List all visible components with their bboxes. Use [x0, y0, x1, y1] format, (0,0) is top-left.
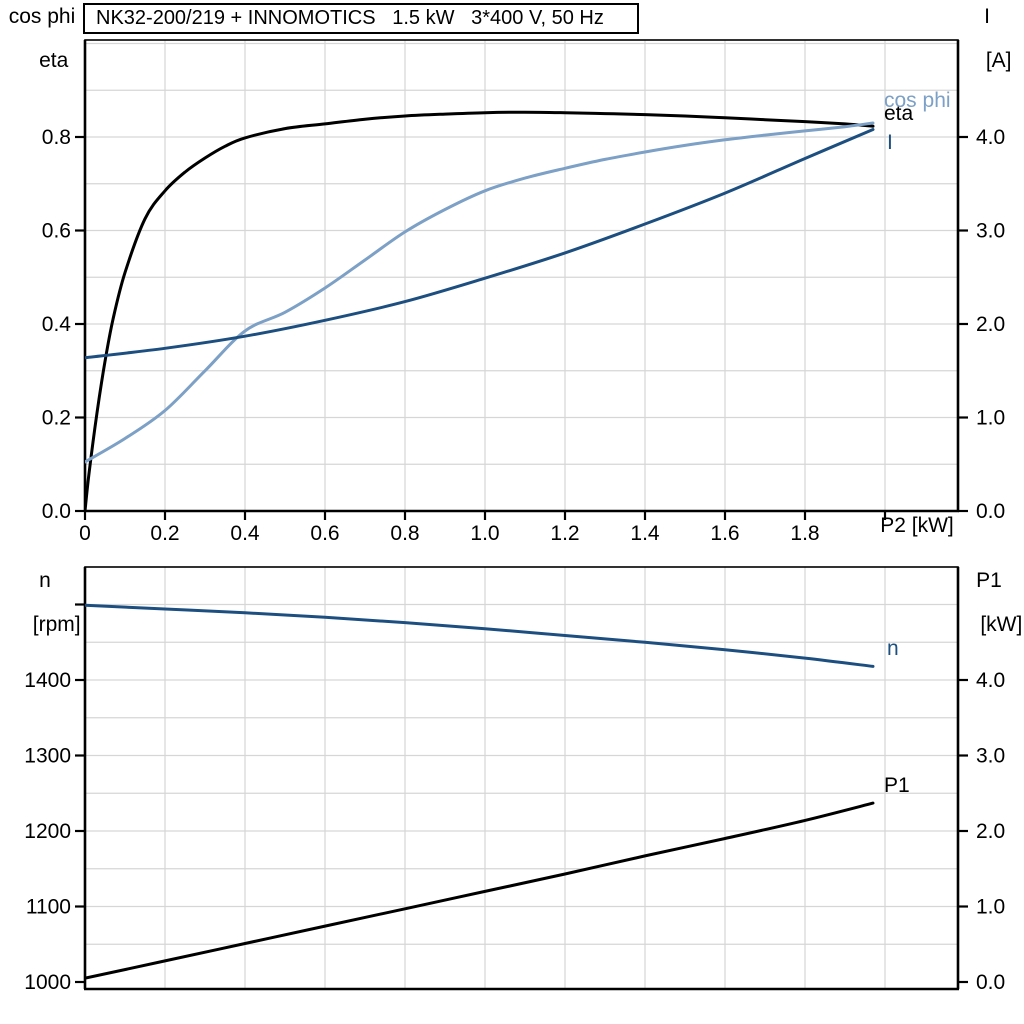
curve-eta — [85, 110, 875, 511]
tick-label: 0.6 — [310, 522, 339, 545]
axis-title-current-unit: [A] — [985, 49, 1012, 72]
axis-title-speed: n — [39, 569, 51, 592]
tick-label: 1.8 — [790, 522, 819, 545]
tick-label: 0.2 — [42, 407, 71, 430]
tick-label: 1.0 — [976, 407, 1005, 430]
bottom-left-axis-title: n [rpm] — [5, 570, 85, 636]
tick-label: 1000 — [24, 971, 71, 994]
tick-label: 3.0 — [976, 745, 1005, 768]
curve-cos-phi — [85, 121, 875, 464]
axis-title-eta: eta — [39, 49, 69, 72]
tick-label: 1.2 — [550, 522, 579, 545]
curve-P1 — [85, 801, 875, 980]
tick-label: 2.0 — [976, 820, 1005, 843]
x-axis-title: P2 [kW] — [880, 514, 954, 537]
gridlines — [85, 567, 958, 989]
tick-label: 0.4 — [42, 313, 72, 336]
tick-label: 4.0 — [976, 126, 1005, 149]
chart-title-box: NK32-200/219 + INNOMOTICS 1.5 kW 3*400 V… — [83, 3, 639, 34]
tick-label: 0.0 — [42, 500, 71, 523]
axis-title-p1-unit: [kW] — [980, 613, 1023, 636]
curve-label-n: n — [887, 637, 899, 660]
top-left-axis-title: cos phi eta — [2, 6, 82, 72]
tick-label: 1200 — [24, 820, 71, 843]
curve-I — [85, 128, 875, 360]
plot-frame — [83, 39, 960, 513]
tick-label: 0.2 — [150, 522, 179, 545]
curve-label-I: I — [887, 131, 893, 154]
chart-bottom: 1000 1100 1200 1300 1400 0.0 1.0 2.0 3.0 4.0 n P1 — [24, 566, 1005, 994]
axis-title-p1: P1 — [976, 569, 1002, 592]
axis-title-cosphi: cos phi — [8, 5, 76, 28]
chart-title: NK32-200/219 + INNOMOTICS 1.5 kW 3*400 V… — [96, 7, 604, 29]
tick-label: 0.8 — [42, 126, 71, 149]
tick-label: 2.0 — [976, 313, 1005, 336]
curve-label-cos-phi: cos phi — [884, 89, 951, 112]
tick-label: 4.0 — [976, 669, 1005, 692]
chart-top: 0.0 0.2 0.4 0.6 0.8 0.0 1.0 2.0 3.0 4.0 0 0.2 0.4 0.6… — [42, 39, 1005, 545]
tick-label: 1.4 — [630, 522, 660, 545]
tick-label: 1.6 — [710, 522, 739, 545]
tick-label: 1100 — [26, 896, 71, 919]
tick-label: 0.0 — [976, 971, 1005, 994]
bottom-right-axis-title: P1 [kW] — [957, 569, 1023, 636]
axis-title-current: I — [984, 5, 990, 28]
top-right-axis-title: I [A] — [956, 6, 1018, 72]
tick-label: 0 — [79, 522, 91, 545]
tick-label: 0.6 — [42, 220, 71, 243]
tick-label: 1.0 — [470, 522, 499, 545]
tick-label: 1.0 — [976, 896, 1005, 919]
tick-label: 1300 — [24, 745, 71, 768]
axis-title-speed-unit: [rpm] — [32, 613, 81, 636]
tick-label: 0.4 — [230, 522, 260, 545]
axis-ticks — [75, 603, 968, 984]
curve-label-P1: P1 — [884, 774, 910, 797]
curve-label-eta: eta — [884, 102, 914, 125]
tick-label: 0.8 — [390, 522, 419, 545]
axis-ticks — [75, 135, 968, 520]
curve-n — [85, 603, 875, 668]
gridlines — [85, 40, 958, 511]
tick-label: 1400 — [24, 669, 71, 692]
tick-label: 0.0 — [976, 500, 1005, 523]
tick-label: 3.0 — [976, 220, 1005, 243]
plot-frame — [83, 566, 960, 991]
